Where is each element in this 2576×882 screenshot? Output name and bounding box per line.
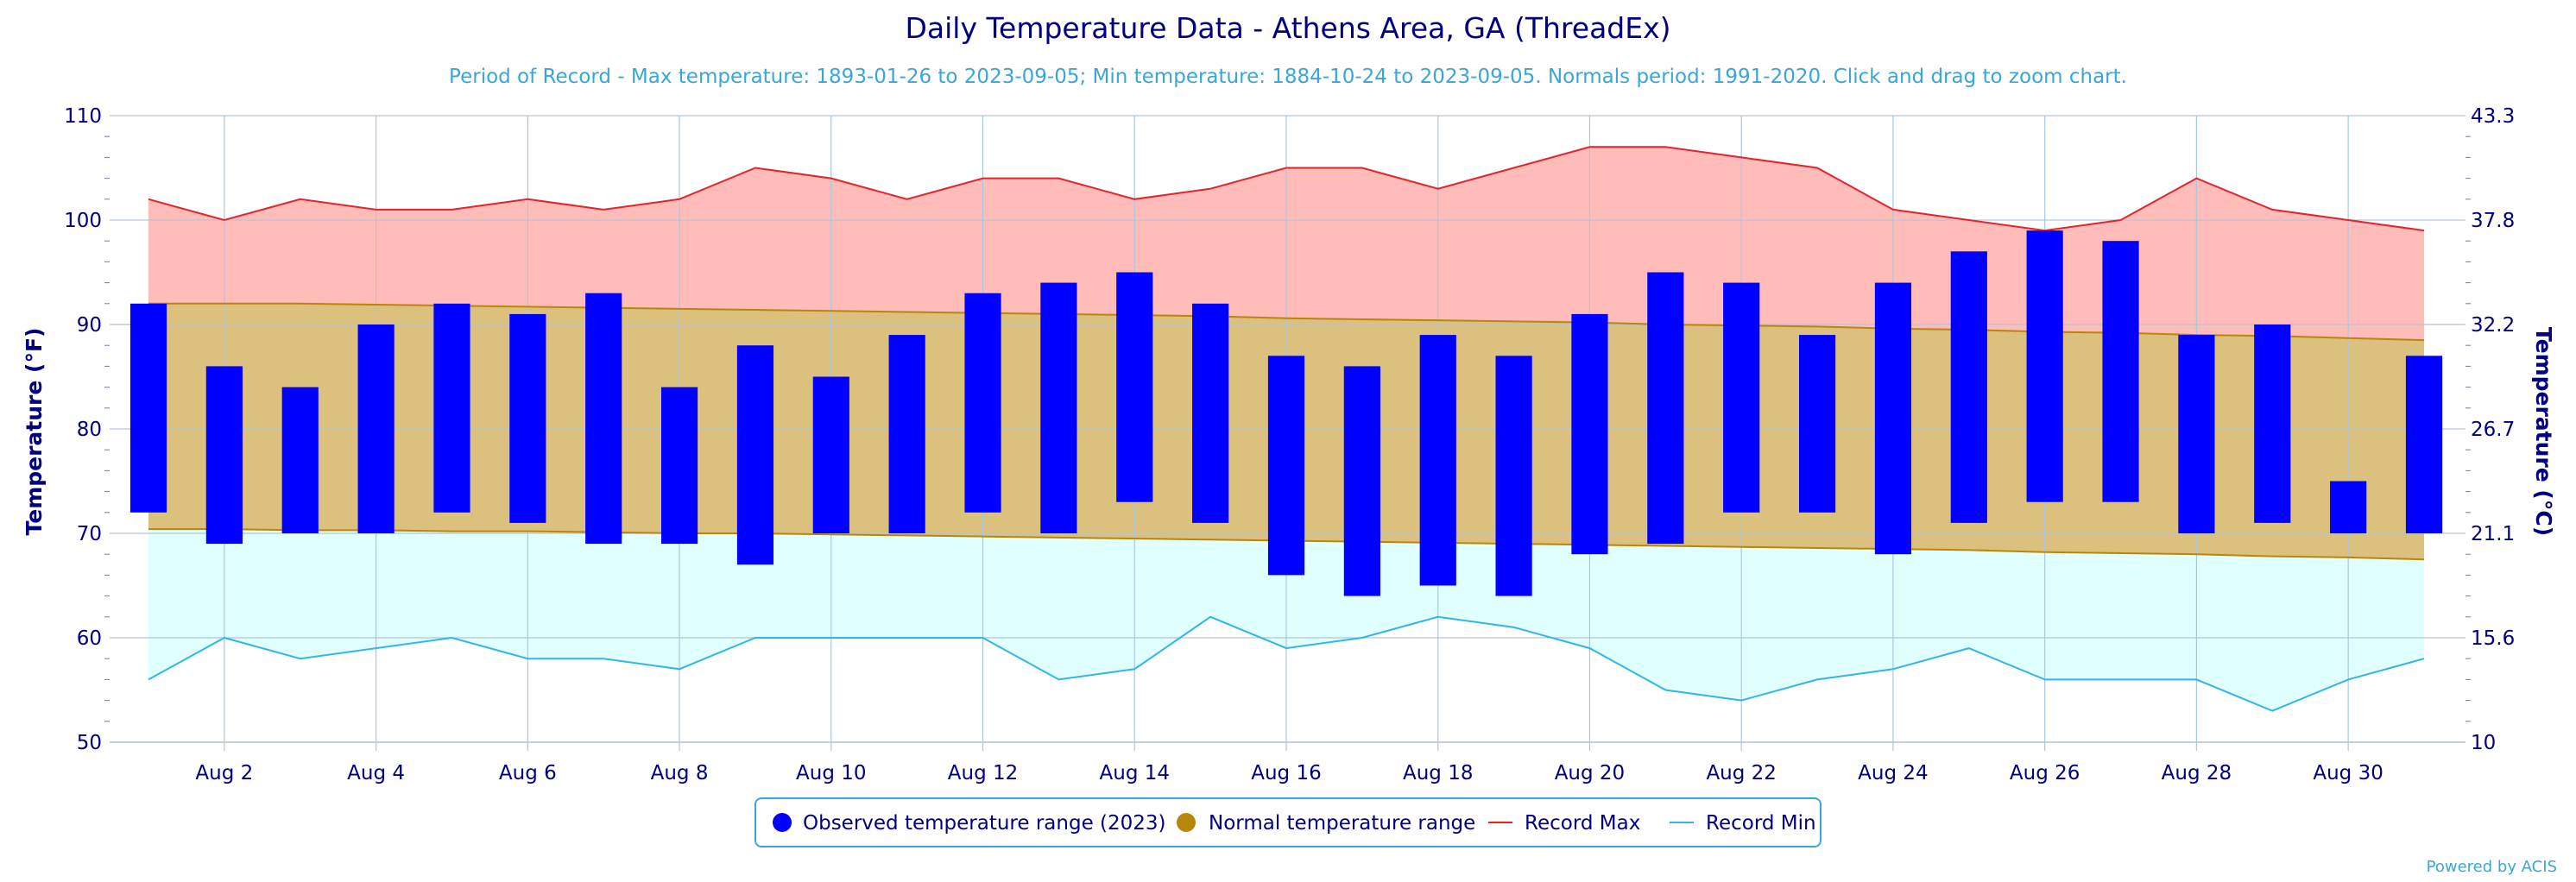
legend-label-observed: Observed temperature range (2023): [803, 812, 1166, 835]
observed-range-bar[interactable]: [1647, 272, 1684, 545]
x-tick-label: Aug 26: [2010, 762, 2080, 784]
x-tick-label: Aug 28: [2162, 762, 2232, 784]
observed-range-bar[interactable]: [433, 303, 470, 513]
observed-range-bar[interactable]: [2330, 481, 2367, 534]
observed-range-bar[interactable]: [736, 345, 774, 565]
record-min-line[interactable]: [148, 615, 2425, 712]
y-tick-label-left: 90: [77, 314, 102, 337]
y-tick-label-right: 15.6: [2471, 627, 2515, 650]
x-tick-label: Aug 18: [1403, 762, 1474, 784]
y-tick-label-left: 70: [77, 523, 102, 545]
observed-range-bar[interactable]: [2178, 335, 2215, 533]
y-tick-label-left: 110: [64, 105, 102, 128]
observed-range-bar[interactable]: [1798, 335, 1836, 513]
x-tick-label: Aug 8: [651, 762, 709, 784]
x-tick-label: Aug 16: [1251, 762, 1322, 784]
observed-range-bar[interactable]: [1267, 356, 1305, 576]
observed-range-bar[interactable]: [812, 376, 849, 534]
x-tick-label: Aug 12: [948, 762, 1019, 784]
legend-marker-observed: [773, 813, 792, 832]
x-tick-label: Aug 10: [796, 762, 867, 784]
observed-range-bar[interactable]: [660, 387, 698, 545]
observed-range-bar[interactable]: [205, 366, 243, 545]
axes: 50 10 60 15.6 70 21.1 80 26.7 90 32.2 100 37.8 110 43…: [64, 105, 2515, 784]
observed-range-bar[interactable]: [2254, 324, 2291, 523]
legend-marker-normal: [1177, 813, 1196, 832]
x-tick-label: Aug 20: [1555, 762, 1626, 784]
y-tick-label-right: 43.3: [2471, 105, 2515, 128]
observed-range-bar[interactable]: [888, 335, 925, 533]
y-tick-label-right: 37.8: [2471, 210, 2515, 232]
observed-range-bar[interactable]: [1040, 282, 1077, 533]
observed-range-bar[interactable]: [964, 293, 1001, 513]
observed-range-bar[interactable]: [1192, 303, 1229, 523]
observed-range-bar[interactable]: [1950, 251, 1987, 523]
credit-link[interactable]: Powered by ACIS: [2427, 858, 2557, 876]
y-tick-label-right: 21.1: [2471, 523, 2515, 545]
observed-range-bar[interactable]: [2102, 241, 2139, 502]
observed-range-bar[interactable]: [2405, 356, 2443, 533]
chart-title: Daily Temperature Data - Athens Area, GA…: [905, 11, 1670, 45]
y-tick-label-left: 50: [77, 732, 102, 754]
x-tick-label: Aug 30: [2313, 762, 2383, 784]
observed-range-bar[interactable]: [2026, 230, 2063, 502]
observed-range-bar[interactable]: [1116, 272, 1153, 502]
observed-range-bar[interactable]: [509, 313, 546, 523]
legend-item-observed[interactable]: Observed temperature range (2023): [773, 812, 1166, 835]
observed-range-bar[interactable]: [1874, 282, 1912, 555]
observed-range-bar[interactable]: [1723, 282, 1760, 513]
x-tick-label: Aug 24: [1858, 762, 1929, 784]
y-tick-label-right: 10: [2471, 732, 2496, 754]
x-tick-label: Aug 6: [499, 762, 557, 784]
x-tick-label: Aug 4: [347, 762, 405, 784]
chart-subtitle: Period of Record - Max temperature: 1893…: [449, 66, 2127, 88]
observed-bars[interactable]: [129, 230, 2443, 596]
y-tick-label-right: 32.2: [2471, 314, 2515, 337]
observed-range-bar[interactable]: [1419, 335, 1456, 586]
observed-range-bar[interactable]: [357, 324, 395, 533]
x-tick-label: Aug 14: [1100, 762, 1171, 784]
observed-range-bar[interactable]: [1495, 356, 1532, 596]
legend-label-normal: Normal temperature range: [1209, 812, 1475, 835]
observed-range-bar[interactable]: [281, 387, 319, 533]
y-axis-title-right: Temperature (°C): [2531, 327, 2556, 536]
legend-label-record-min: Record Min: [1706, 812, 1816, 835]
legend-item-record-max[interactable]: Record Max: [1488, 812, 1640, 835]
x-tick-label: Aug 22: [1706, 762, 1777, 784]
observed-range-bar[interactable]: [1343, 366, 1380, 596]
y-tick-label-right: 26.7: [2471, 419, 2515, 441]
observed-range-bar[interactable]: [1571, 313, 1608, 555]
legend-item-record-min[interactable]: Record Min: [1670, 812, 1816, 835]
observed-range-bar[interactable]: [129, 303, 167, 513]
x-tick-label: Aug 2: [195, 762, 253, 784]
legend-box: [754, 797, 1822, 847]
legend-label-record-max: Record Max: [1525, 812, 1640, 835]
observed-range-bar[interactable]: [585, 293, 622, 545]
y-axis-title-left: Temperature (°F): [22, 328, 47, 536]
y-tick-label-left: 60: [77, 627, 102, 650]
legend[interactable]: Observed temperature range (2023) Normal…: [754, 797, 1822, 847]
legend-item-normal[interactable]: Normal temperature range: [1177, 812, 1475, 835]
y-tick-label-left: 80: [77, 419, 102, 441]
y-tick-label-left: 100: [64, 210, 102, 232]
